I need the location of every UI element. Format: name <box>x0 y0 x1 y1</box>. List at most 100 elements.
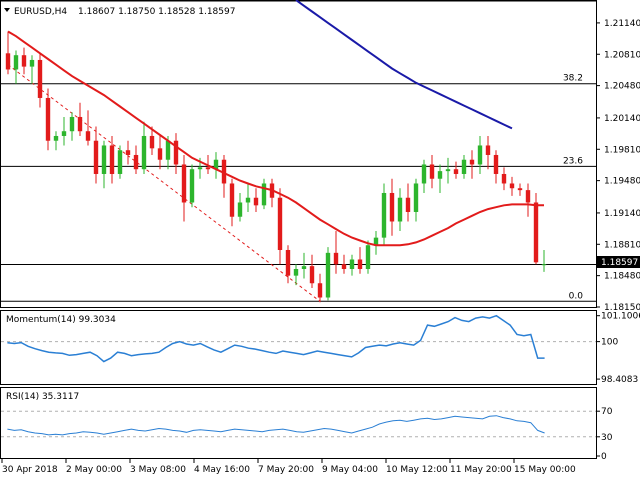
rsi-line <box>7 415 545 436</box>
bear-candle[interactable] <box>517 183 523 196</box>
bear-candle[interactable] <box>533 192 539 265</box>
bear-candle[interactable] <box>509 176 515 196</box>
bull-candle[interactable] <box>325 247 331 301</box>
bear-candle[interactable] <box>173 133 179 174</box>
bear-candle[interactable] <box>333 230 339 274</box>
bull-candle[interactable] <box>293 264 299 286</box>
bull-candle[interactable] <box>445 157 451 184</box>
bull-candle[interactable] <box>349 254 355 276</box>
bull-candle[interactable] <box>69 112 75 141</box>
bull-candle[interactable] <box>261 178 267 210</box>
momentum-line <box>7 314 545 363</box>
candle-body <box>45 97 51 141</box>
bear-candle[interactable] <box>357 247 363 274</box>
candle-body <box>149 135 155 149</box>
bull-candle[interactable] <box>461 154 467 179</box>
bear-candle[interactable] <box>133 145 139 174</box>
candle-body <box>541 264 547 266</box>
bear-candle[interactable] <box>285 245 291 284</box>
bull-candle[interactable] <box>29 55 35 84</box>
candle-body <box>165 140 171 160</box>
bull-candle[interactable] <box>245 183 251 212</box>
bear-candle[interactable] <box>253 188 259 212</box>
bull-candle[interactable] <box>373 230 379 255</box>
bull-candle[interactable] <box>101 140 107 189</box>
bear-candle[interactable] <box>309 254 315 288</box>
candle-body <box>261 183 267 206</box>
bear-candle[interactable] <box>501 167 507 191</box>
candle-body <box>125 150 131 155</box>
bull-candle[interactable] <box>381 183 387 246</box>
bear-candle[interactable] <box>341 254 347 274</box>
bull-candle[interactable] <box>13 50 19 84</box>
bear-candle[interactable] <box>37 53 43 108</box>
candle-body <box>517 188 523 191</box>
candle-body <box>181 164 187 203</box>
bear-candle[interactable] <box>429 154 435 189</box>
bull-candle[interactable] <box>301 252 307 279</box>
bear-candle[interactable] <box>5 31 11 75</box>
rsi-panel[interactable] <box>0 387 597 459</box>
rsi-tick-label: 70 <box>601 407 613 417</box>
candle-body <box>53 135 59 141</box>
bear-candle[interactable] <box>469 150 475 179</box>
bear-candle[interactable] <box>21 47 27 75</box>
bear-candle[interactable] <box>485 135 491 170</box>
bull-candle[interactable] <box>61 116 67 146</box>
bear-candle[interactable] <box>45 88 51 151</box>
bull-candle[interactable] <box>53 131 59 151</box>
candle-body <box>5 53 11 70</box>
bear-candle[interactable] <box>525 183 531 217</box>
bull-candle[interactable] <box>413 178 419 222</box>
momentum-tick-label: 98.4083 <box>601 375 638 385</box>
rsi-tick-label: 30 <box>601 433 613 443</box>
fib-level-label: 0.0 <box>569 291 584 301</box>
bull-candle[interactable] <box>421 159 427 193</box>
bear-candle[interactable] <box>317 273 323 303</box>
dropdown-triangle-icon[interactable] <box>4 8 10 12</box>
momentum-panel[interactable] <box>0 310 597 385</box>
bear-candle[interactable] <box>109 135 115 184</box>
bear-candle[interactable] <box>389 178 395 236</box>
bull-candle[interactable] <box>117 145 123 179</box>
bear-candle[interactable] <box>149 126 155 155</box>
bear-candle[interactable] <box>77 102 83 136</box>
bear-candle[interactable] <box>221 154 227 198</box>
price-panel[interactable] <box>0 0 597 308</box>
candle-body <box>213 159 219 170</box>
bull-candle[interactable] <box>141 121 147 174</box>
candle-body <box>437 171 443 179</box>
current-price-label: 1.18597 <box>601 258 638 268</box>
bear-candle[interactable] <box>229 178 235 227</box>
candle-body <box>397 197 403 222</box>
bull-candle[interactable] <box>397 188 403 231</box>
bear-candle[interactable] <box>453 161 459 179</box>
candle-body <box>253 197 259 206</box>
candle-body <box>197 167 203 170</box>
bear-candle[interactable] <box>269 178 275 208</box>
bull-candle[interactable] <box>477 135 483 174</box>
bull-candle[interactable] <box>213 152 219 179</box>
bull-candle[interactable] <box>365 240 371 274</box>
candle-body <box>317 283 323 298</box>
candle-body <box>293 268 299 276</box>
price-tick-label: 1.19480 <box>604 177 640 187</box>
candle-body <box>381 192 387 238</box>
bear-candle[interactable] <box>493 150 499 184</box>
bear-candle[interactable] <box>181 154 187 222</box>
bull-candle[interactable] <box>437 164 443 193</box>
ohlc-readout: 1.18607 1.18750 1.18528 1.18597 <box>78 7 235 17</box>
candle-body <box>117 150 123 174</box>
time-tick-label: 10 May 12:00 <box>386 465 448 475</box>
candle-body <box>341 264 347 269</box>
bear-candle[interactable] <box>405 183 411 222</box>
bear-candle[interactable] <box>157 135 163 170</box>
time-tick-label: 9 May 04:00 <box>322 465 378 475</box>
bull-candle[interactable] <box>541 249 547 272</box>
bull-candle[interactable] <box>237 192 243 222</box>
bear-candle[interactable] <box>125 140 131 165</box>
bear-candle[interactable] <box>277 188 283 265</box>
bear-candle[interactable] <box>85 110 91 146</box>
bear-candle[interactable] <box>93 126 99 184</box>
bull-candle[interactable] <box>189 164 195 208</box>
